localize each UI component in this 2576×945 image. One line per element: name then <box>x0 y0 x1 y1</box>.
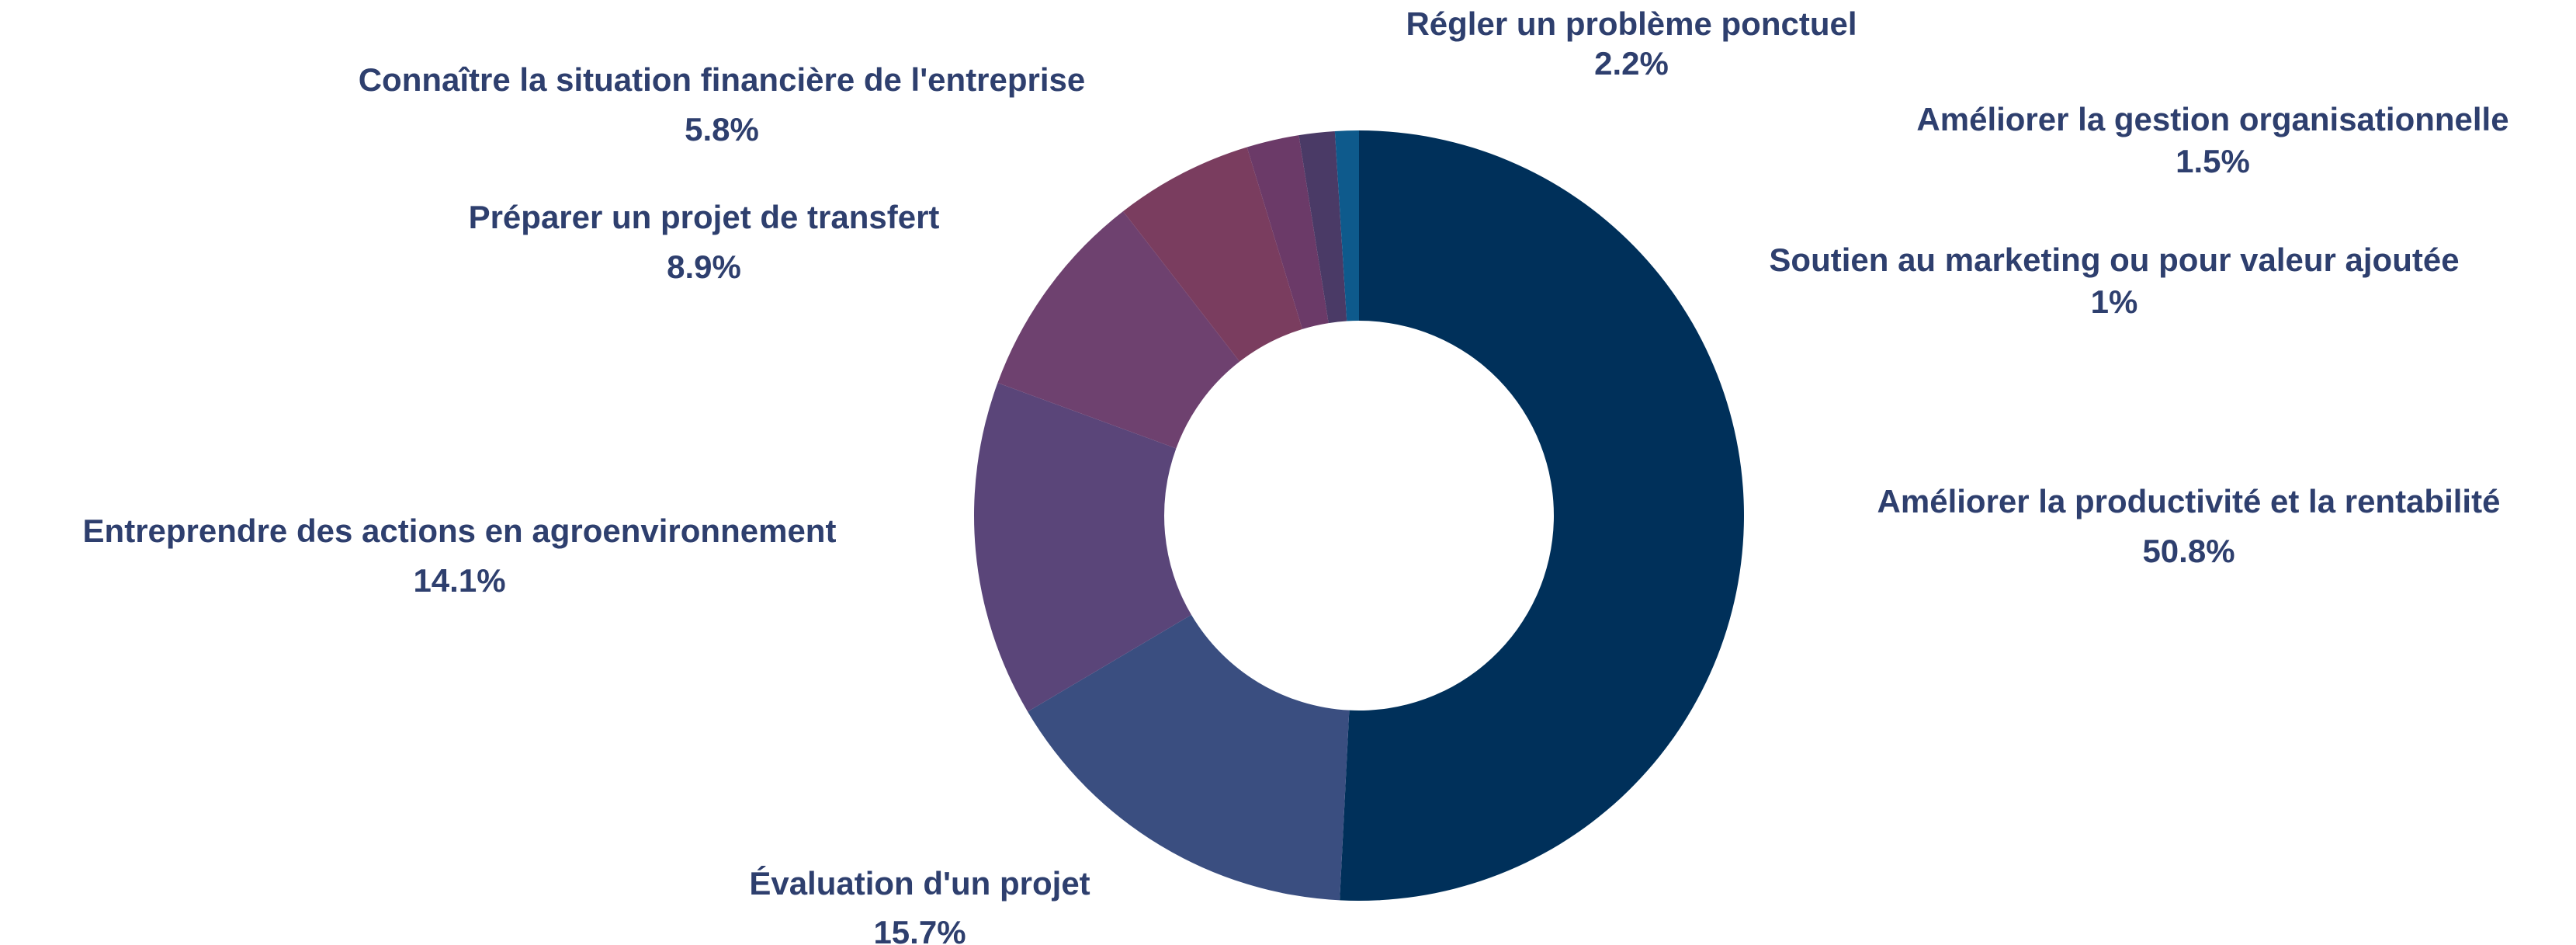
slice-value-label: 8.9% <box>667 248 741 285</box>
donut-slice <box>1028 614 1350 901</box>
slice-value-label: 1% <box>2091 283 2138 320</box>
slice-value-label: 15.7% <box>873 914 966 945</box>
slice-label: Améliorer la productivité et la rentabil… <box>1877 483 2501 519</box>
slice-label: Entreprendre des actions en agroenvironn… <box>83 512 837 549</box>
donut-slice <box>1340 130 1744 901</box>
slice-label: Améliorer la gestion organisationnelle <box>1916 101 2508 137</box>
slice-label: Évaluation d'un projet <box>749 865 1090 902</box>
donut-slice <box>1122 147 1302 362</box>
slice-value-label: 2.2% <box>1594 45 1669 82</box>
donut-slice <box>1334 130 1359 321</box>
slice-value-label: 50.8% <box>2142 533 2234 569</box>
donut-slice <box>997 211 1240 449</box>
donut-slice <box>974 383 1191 712</box>
slice-value-label: 5.8% <box>685 111 759 148</box>
slice-label: Connaître la situation financière de l'e… <box>359 61 1086 98</box>
slice-value-label: 14.1% <box>413 562 505 599</box>
slice-label: Préparer un projet de transfert <box>469 199 940 235</box>
slice-label: Régler un problème ponctuel <box>1406 5 1857 42</box>
slice-label: Soutien au marketing ou pour valeur ajou… <box>1769 241 2459 278</box>
donut-slice <box>1298 130 1347 324</box>
donut-slice <box>1246 135 1329 329</box>
slice-value-label: 1.5% <box>2176 143 2250 179</box>
